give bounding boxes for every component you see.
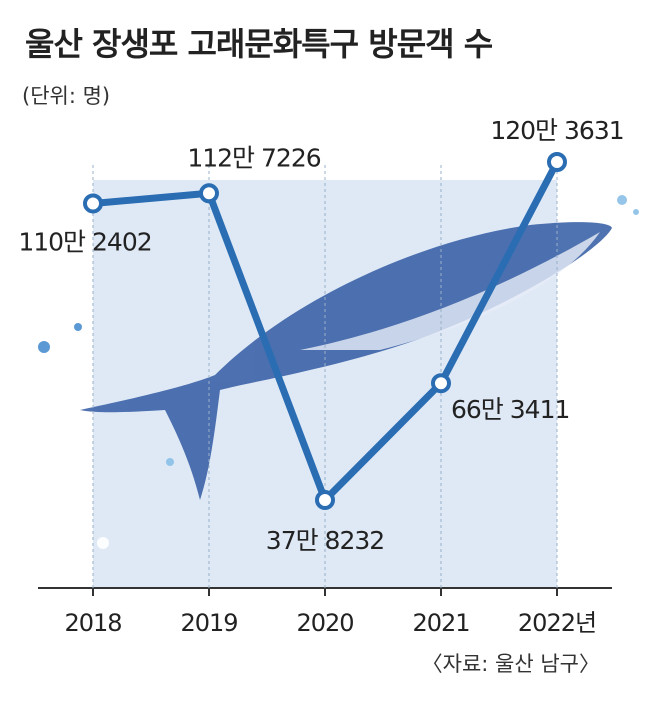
x-tick-label: 2018 — [64, 609, 121, 637]
x-tick-label: 2022년 — [518, 609, 596, 637]
x-tick-label: 2020 — [296, 609, 353, 637]
x-tick-label: 2019 — [180, 609, 237, 637]
chart-title: 울산 장생포 고래문화특구 방문객 수 — [25, 25, 493, 63]
x-tick-label: 2021 — [412, 609, 469, 637]
value-label: 66만 3411 — [451, 395, 569, 424]
value-label: 110만 2402 — [18, 227, 151, 256]
data-point — [431, 373, 451, 394]
whale-illustration — [38, 195, 639, 549]
value-label: 112만 7226 — [187, 143, 320, 172]
value-label: 37만 8232 — [266, 526, 384, 555]
data-point — [547, 152, 567, 172]
source: 〈자료: 울산 남구〉 — [422, 652, 600, 676]
data-point — [83, 193, 103, 214]
data-point — [315, 490, 335, 510]
data-point — [199, 183, 219, 204]
subtitle: (단위: 명) — [22, 84, 110, 108]
value-label: 120만 3631 — [490, 116, 623, 145]
